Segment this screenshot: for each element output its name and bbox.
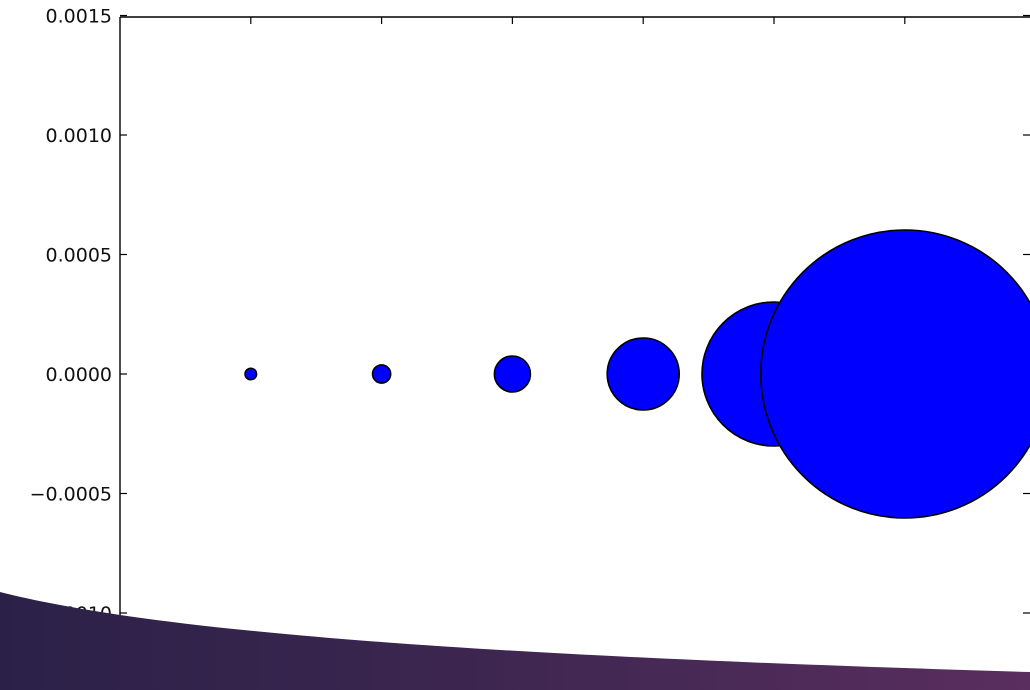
y-tick-label: 0.0015: [46, 6, 112, 28]
data-point: [760, 229, 1030, 519]
y-tick-label: 0.0000: [46, 364, 112, 386]
data-point: [244, 367, 258, 381]
data-points: [244, 229, 1030, 519]
data-point: [493, 355, 532, 393]
data-point: [371, 364, 392, 384]
data-point: [606, 337, 681, 411]
y-tick-label: 0.0010: [46, 125, 112, 147]
y-tick-label: −0.0005: [30, 484, 112, 506]
y-tick-label: 0.0005: [46, 245, 112, 267]
decorative-ribbon: [0, 592, 1030, 690]
